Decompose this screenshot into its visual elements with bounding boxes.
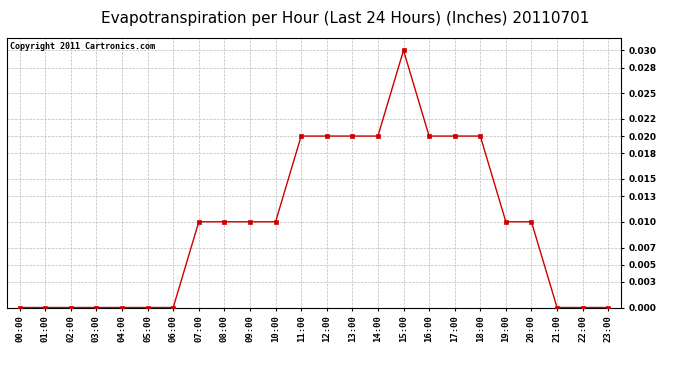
Text: Copyright 2011 Cartronics.com: Copyright 2011 Cartronics.com bbox=[10, 42, 155, 51]
Text: Evapotranspiration per Hour (Last 24 Hours) (Inches) 20110701: Evapotranspiration per Hour (Last 24 Hou… bbox=[101, 11, 589, 26]
